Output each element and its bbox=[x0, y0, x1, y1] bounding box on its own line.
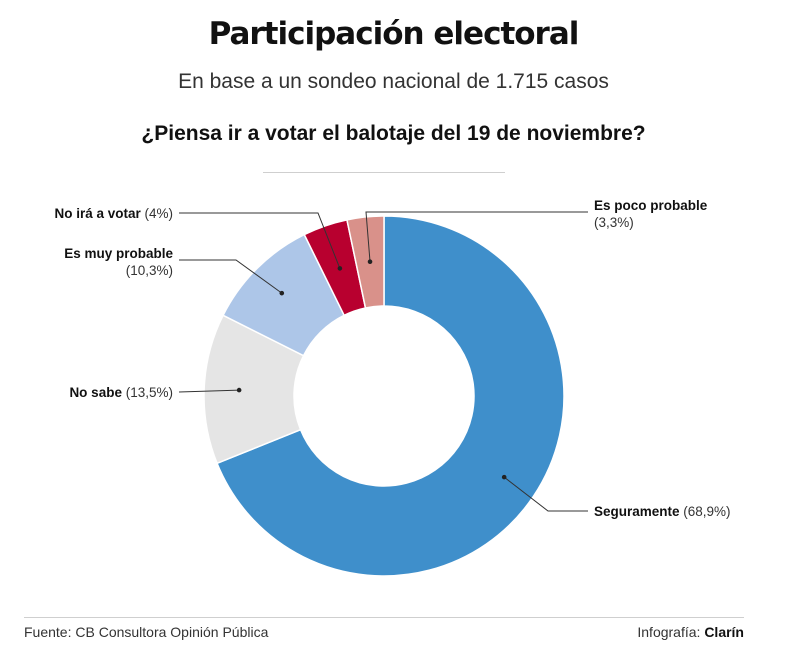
slice-seguramente bbox=[216, 215, 565, 577]
slice-es-poco-probable bbox=[346, 215, 385, 309]
leader-dot-seguramente bbox=[501, 474, 507, 480]
footer-divider bbox=[24, 617, 744, 618]
leader-line-no-sabe bbox=[178, 389, 240, 393]
chart-title: Participación electoral bbox=[208, 16, 580, 52]
value-label-es-muy-probable: (10,3%) bbox=[126, 263, 173, 278]
source-note: Fuente: CB Consultora Opinión Pública bbox=[24, 624, 269, 640]
label-no-ira-a-votar: No irá a votar (4%) bbox=[54, 206, 173, 221]
credit-prefix: Infografía: bbox=[637, 624, 701, 640]
leader-line-es-muy-probable bbox=[179, 259, 283, 294]
leader-dot-es-muy-probable bbox=[279, 290, 285, 296]
label-seguramente: Seguramente (68,9%) bbox=[594, 504, 731, 519]
label-no-sabe: No sabe (13,5%) bbox=[69, 385, 173, 400]
label-es-muy-probable: Es muy probable bbox=[64, 246, 173, 261]
leader-dot-no-sabe bbox=[236, 387, 242, 393]
credit-note: Infografía: Clarín bbox=[637, 624, 744, 640]
chart-subtitle: En base a un sondeo nacional de 1.715 ca… bbox=[178, 70, 609, 93]
leader-line-no-ira-a-votar bbox=[179, 212, 341, 269]
leader-dot-no-ira-a-votar bbox=[337, 266, 343, 271]
header-divider bbox=[263, 172, 505, 173]
survey-question: ¿Piensa ir a votar el balotaje del 19 de… bbox=[141, 122, 646, 145]
value-label-es-poco-probable: (3,3%) bbox=[594, 215, 634, 230]
leader-dot-es-poco-probable bbox=[367, 259, 373, 265]
credit-brand: Clarín bbox=[704, 624, 744, 640]
donut-chart: Seguramente (68,9%) No sabe (13,5%) Es muy… bbox=[54, 198, 731, 577]
leader-line-seguramente bbox=[503, 476, 588, 512]
label-es-poco-probable: Es poco probable bbox=[594, 198, 708, 213]
leader-line-es-poco-probable bbox=[365, 211, 588, 262]
